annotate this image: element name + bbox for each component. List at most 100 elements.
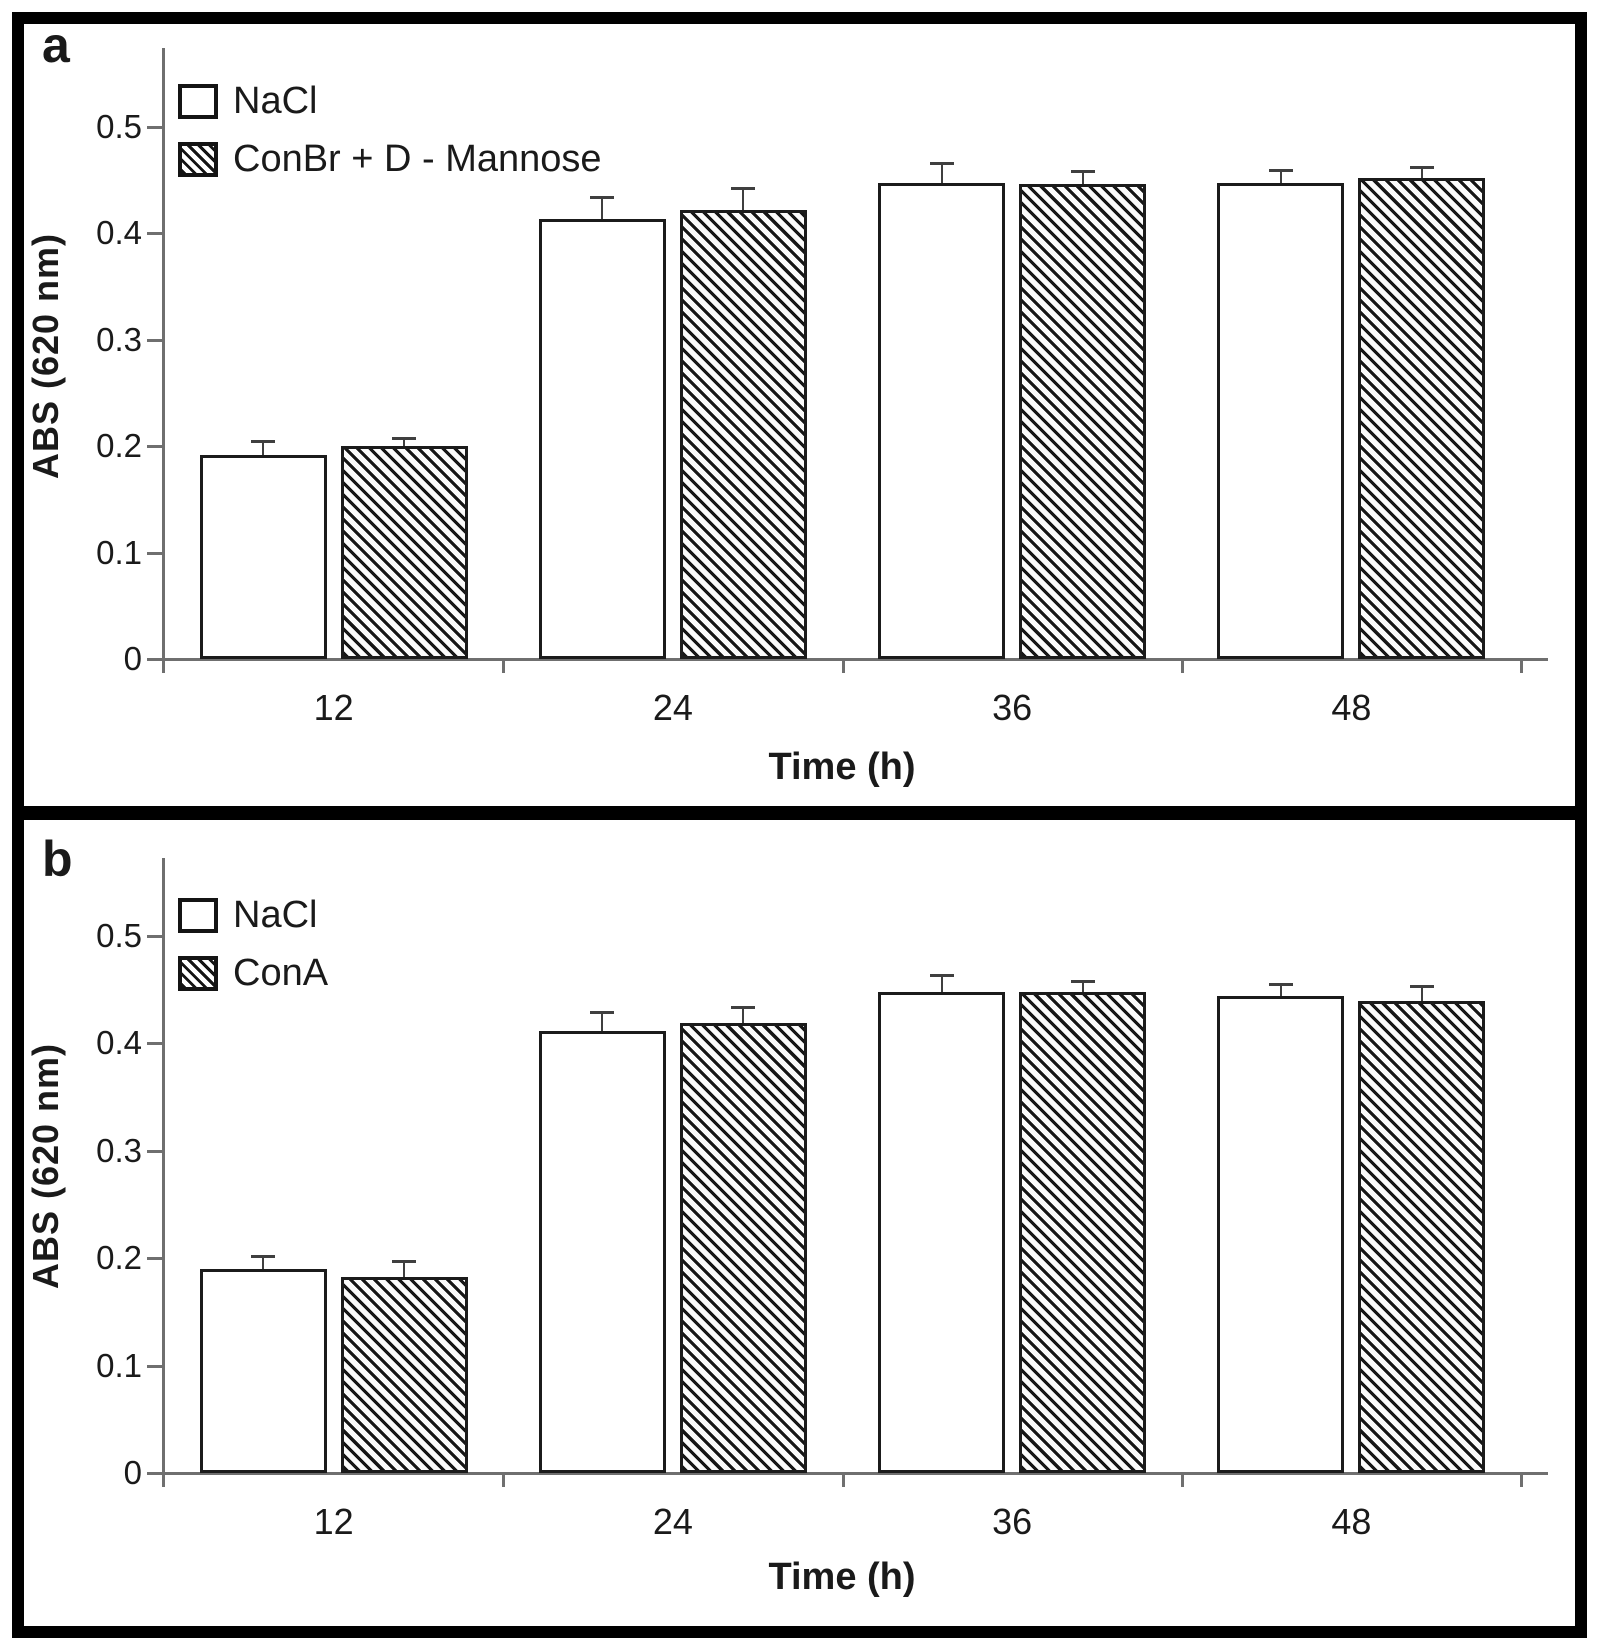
panel-b-letter: b [42, 831, 73, 887]
y-tick-label: 0.5 [96, 107, 142, 145]
y-tick-label: 0.3 [96, 320, 142, 358]
y-tick-label: 0 [123, 640, 142, 677]
y-tick [147, 1149, 164, 1153]
error-bar [1420, 987, 1423, 1002]
error-bar-cap [392, 436, 417, 440]
y-tick-label: 0.4 [96, 1024, 142, 1061]
y-axis-line [162, 858, 165, 1487]
x-tick-label: 48 [1331, 1501, 1372, 1542]
error-bar-cap [1070, 979, 1095, 983]
y-tick [147, 658, 164, 661]
error-bar-cap [392, 1260, 417, 1264]
error-bar-cap [590, 1010, 615, 1014]
error-bar [601, 197, 604, 220]
legend-item-cona: ConA [178, 954, 328, 992]
y-tick [147, 125, 164, 129]
error-bar-cap [731, 187, 756, 191]
bar-48h-lectin [1358, 1001, 1486, 1473]
y-tick-label: 0 [123, 1454, 142, 1491]
error-bar [940, 976, 943, 993]
y-tick-label: 0.5 [96, 916, 142, 954]
error-bar [262, 1256, 265, 1269]
panel-b-x-axis-label: Time (h) [768, 1556, 916, 1598]
y-axis-line [162, 48, 165, 673]
y-tick-label: 0.3 [96, 1131, 142, 1169]
y-tick-label: 0.2 [96, 1239, 142, 1276]
legend-item-conbr-d-mannose: ConBr + D - Mannose [178, 140, 602, 178]
legend-label: ConA [233, 952, 329, 994]
error-bar [1081, 172, 1084, 184]
error-bar-cap [251, 439, 276, 443]
y-tick [147, 338, 164, 342]
legend-label: ConBr + D - Mannose [233, 138, 602, 180]
x-tick-label: 36 [992, 1501, 1033, 1542]
bar-24h-nacl [538, 1031, 666, 1473]
legend-item-nacl: NaCl [178, 896, 328, 934]
x-tick-label: 12 [313, 687, 354, 728]
error-bar [742, 1007, 745, 1023]
bar-12h-nacl [199, 454, 327, 659]
x-tick-label: 24 [652, 1501, 693, 1542]
bar-48h-nacl [1217, 182, 1345, 659]
x-axis-line [147, 658, 1548, 661]
x-tick [1520, 1473, 1523, 1487]
y-tick-label: 0.4 [96, 214, 142, 251]
bar-36h-lectin [1019, 992, 1147, 1473]
bar-36h-nacl [878, 182, 1006, 659]
error-bar [601, 1012, 604, 1032]
bar-36h-lectin [1019, 184, 1147, 659]
bar-36h-nacl [878, 992, 1006, 1473]
y-tick [147, 934, 164, 938]
panel-a-legend: NaCl ConBr + D - Mannose [178, 82, 602, 178]
panel-a-letter: a [42, 17, 70, 73]
error-bar [1081, 981, 1084, 993]
error-bar [403, 438, 406, 446]
bar-48h-lectin [1358, 177, 1486, 659]
x-tick [502, 659, 506, 673]
error-bar [1279, 171, 1282, 183]
error-bar-cap [731, 1005, 756, 1009]
error-bar-cap [251, 1254, 276, 1258]
error-bar [742, 189, 745, 210]
legend-label: NaCl [233, 80, 318, 122]
error-bar [1279, 984, 1282, 996]
x-tick [1180, 1473, 1184, 1487]
panel-b-legend: NaCl ConA [178, 896, 328, 992]
y-tick-label: 0.1 [96, 1346, 142, 1384]
x-tick-label: 24 [652, 687, 693, 728]
y-tick [147, 1257, 164, 1260]
error-bar [1420, 168, 1423, 178]
y-tick [147, 551, 164, 555]
x-tick [841, 659, 845, 673]
error-bar-cap [590, 195, 615, 199]
x-tick [841, 1473, 845, 1487]
x-tick-label: 48 [1331, 687, 1372, 728]
error-bar-cap [929, 974, 954, 978]
x-tick [1180, 659, 1184, 673]
bar-12h-lectin [340, 446, 468, 659]
y-tick [147, 232, 164, 235]
legend-label: NaCl [233, 894, 318, 936]
y-tick-label: 0.1 [96, 533, 142, 571]
panel-a-x-axis-label: Time (h) [768, 746, 916, 788]
y-tick [147, 1042, 164, 1045]
x-tick-label: 36 [992, 687, 1033, 728]
y-tick [147, 445, 164, 448]
x-tick-label: 12 [313, 1501, 354, 1542]
legend-swatch-hatched-icon [178, 141, 218, 177]
panel-divider [12, 806, 1587, 820]
error-bar-cap [929, 161, 954, 165]
error-bar [262, 441, 265, 455]
bar-48h-nacl [1217, 995, 1345, 1473]
x-tick [1520, 659, 1523, 673]
y-tick [147, 1472, 164, 1475]
bar-24h-lectin [679, 209, 807, 659]
error-bar-cap [1409, 166, 1434, 170]
legend-item-nacl: NaCl [178, 82, 602, 120]
bar-24h-lectin [679, 1022, 807, 1473]
y-tick-label: 0.2 [96, 427, 142, 464]
error-bar [403, 1262, 406, 1278]
